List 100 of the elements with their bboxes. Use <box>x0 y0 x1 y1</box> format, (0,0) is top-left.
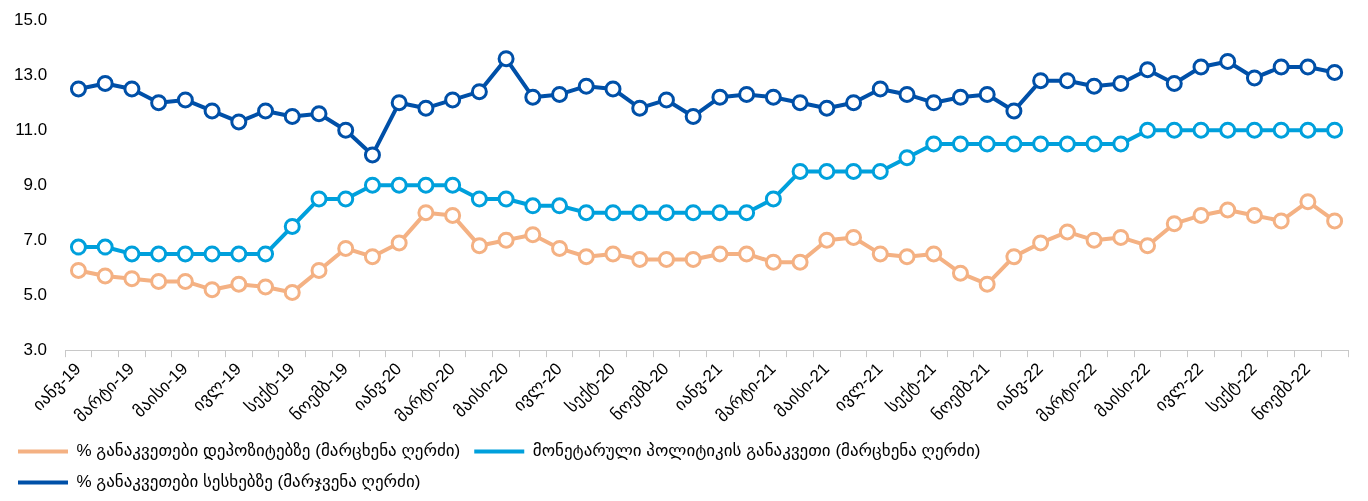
point <box>1112 228 1130 246</box>
point <box>1245 121 1263 139</box>
point <box>951 264 969 282</box>
point <box>577 77 595 95</box>
point <box>283 283 301 301</box>
point <box>951 88 969 106</box>
point <box>470 83 488 101</box>
point <box>1192 121 1210 139</box>
point <box>1192 58 1210 76</box>
point <box>444 176 462 194</box>
point <box>711 204 729 222</box>
point <box>203 281 221 299</box>
point <box>203 102 221 120</box>
point <box>390 176 408 194</box>
point <box>497 190 515 208</box>
point <box>1272 58 1290 76</box>
point <box>951 135 969 153</box>
point <box>551 239 569 257</box>
point <box>1326 121 1344 139</box>
point <box>1112 135 1130 153</box>
point <box>791 253 809 271</box>
point <box>604 204 622 222</box>
point <box>1085 135 1103 153</box>
point <box>1032 234 1050 252</box>
point <box>898 85 916 103</box>
point <box>203 245 221 263</box>
point <box>925 245 943 263</box>
y-tick-label: 7.0 <box>23 229 48 249</box>
point <box>1139 121 1157 139</box>
point <box>764 253 782 271</box>
point <box>1005 102 1023 120</box>
point <box>818 162 836 180</box>
point <box>604 245 622 263</box>
point <box>524 197 542 215</box>
point <box>978 135 996 153</box>
point <box>69 80 87 98</box>
point <box>1085 77 1103 95</box>
y-tick-label: 3.0 <box>23 339 48 359</box>
legend-label: % განაკვეთები დეპოზიტებზე (მარცხენა ღერძი) <box>76 441 461 461</box>
point <box>390 94 408 112</box>
y-tick-label: 5.0 <box>23 284 48 304</box>
point <box>444 206 462 224</box>
point <box>150 272 168 290</box>
point <box>96 267 114 285</box>
point <box>1219 52 1237 70</box>
point <box>1058 135 1076 153</box>
point <box>417 204 435 222</box>
point <box>1085 231 1103 249</box>
point <box>738 85 756 103</box>
point <box>1272 121 1290 139</box>
point <box>470 237 488 255</box>
legend-label: % განაკვეთები სესხებზე (მარჯვენა ღერძი) <box>76 472 421 492</box>
point <box>310 105 328 123</box>
point <box>1165 121 1183 139</box>
point <box>230 113 248 131</box>
point <box>1326 212 1344 230</box>
point <box>684 250 702 268</box>
point <box>1326 63 1344 81</box>
point <box>791 94 809 112</box>
point <box>230 275 248 293</box>
point <box>1032 135 1050 153</box>
point <box>123 270 141 288</box>
point <box>1058 223 1076 241</box>
point <box>1139 237 1157 255</box>
point <box>818 231 836 249</box>
point <box>738 245 756 263</box>
point <box>577 204 595 222</box>
point <box>497 50 515 68</box>
point <box>1112 74 1130 92</box>
point <box>845 94 863 112</box>
point <box>257 102 275 120</box>
point <box>631 99 649 117</box>
point <box>390 234 408 252</box>
y-tick-label: 15.0 <box>13 9 48 29</box>
point <box>1245 69 1263 87</box>
point <box>1299 193 1317 211</box>
point <box>96 74 114 92</box>
point <box>1032 72 1050 90</box>
point <box>1245 206 1263 224</box>
point <box>978 275 996 293</box>
point <box>96 238 114 256</box>
point <box>604 80 622 98</box>
point <box>230 245 248 263</box>
point <box>978 85 996 103</box>
point <box>871 80 889 98</box>
point <box>764 190 782 208</box>
point <box>524 88 542 106</box>
point <box>1219 201 1237 219</box>
point <box>497 231 515 249</box>
point <box>791 162 809 180</box>
point <box>1165 74 1183 92</box>
point <box>337 239 355 257</box>
point <box>871 245 889 263</box>
point <box>1005 248 1023 266</box>
point <box>631 250 649 268</box>
point <box>123 80 141 98</box>
point <box>657 204 675 222</box>
point <box>1005 135 1023 153</box>
point <box>524 226 542 244</box>
point <box>711 245 729 263</box>
